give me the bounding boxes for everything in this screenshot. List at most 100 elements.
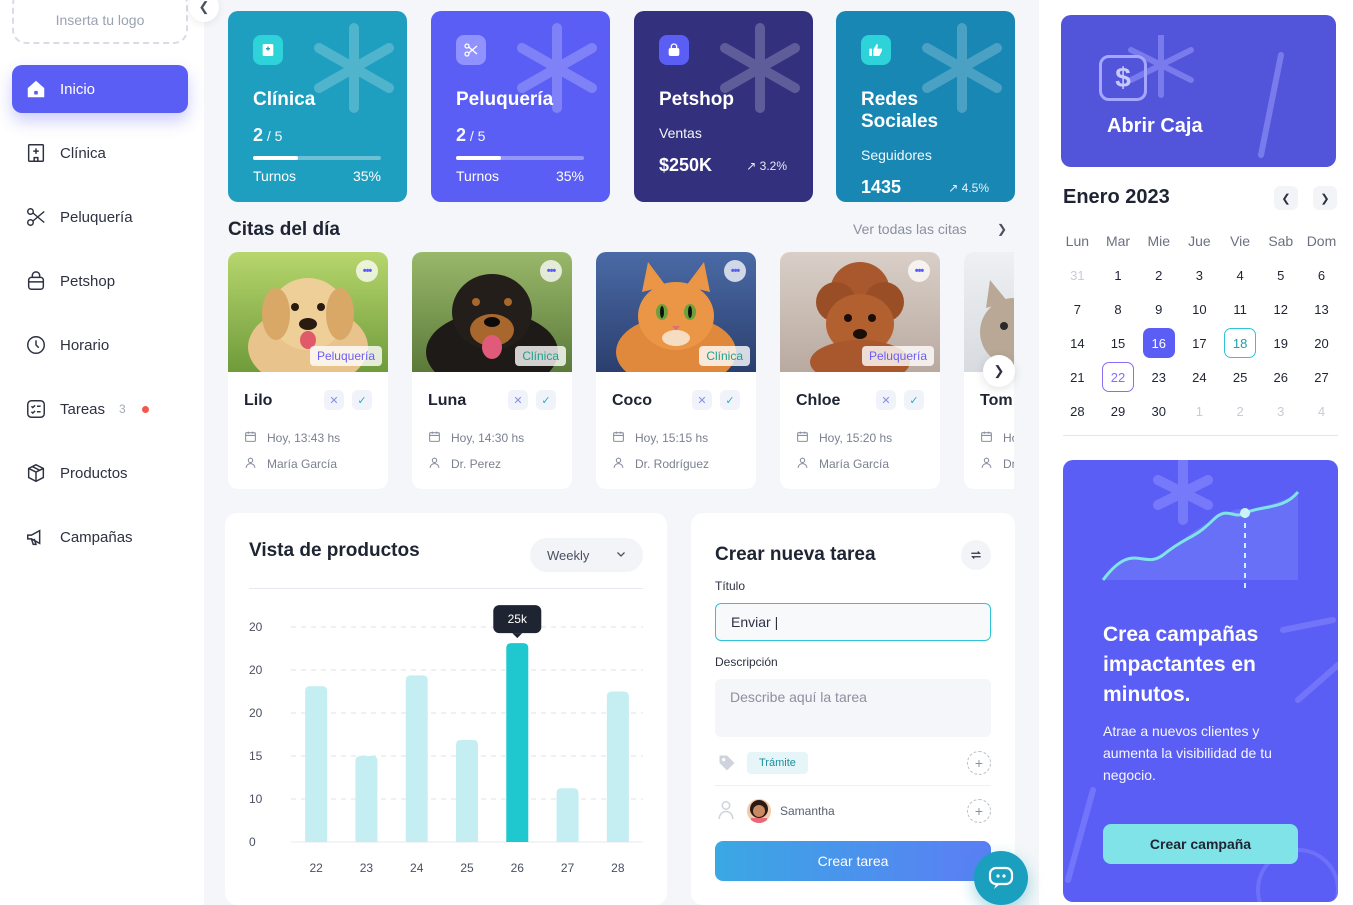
calendar-day[interactable]: 27 bbox=[1301, 362, 1342, 392]
bar[interactable] bbox=[456, 739, 478, 842]
collapse-sidebar-button[interactable]: ❮ bbox=[189, 0, 219, 22]
calendar-day[interactable]: 17 bbox=[1179, 328, 1220, 358]
period-select[interactable]: Weekly bbox=[530, 538, 643, 572]
appointment-card[interactable]: ••• Peluquería Chloe ✕ ✓ Hoy, 15:20 hs Ma… bbox=[780, 252, 940, 489]
calendar-day[interactable]: 8 bbox=[1098, 294, 1139, 324]
sidebar-item-inicio[interactable]: Inicio bbox=[12, 65, 188, 113]
see-all-appointments-link[interactable]: Ver todas las citas bbox=[853, 221, 967, 237]
sidebar-item-petshop[interactable]: Petshop bbox=[12, 257, 188, 305]
see-all-appointments-button[interactable]: ❯ bbox=[990, 217, 1014, 241]
calendar-day[interactable]: 12 bbox=[1260, 294, 1301, 324]
calendar-day[interactable]: 4 bbox=[1301, 396, 1342, 426]
stat-card-petshop[interactable]: Petshop Ventas $250K ↗ 3.2% bbox=[634, 11, 813, 202]
calendar-day[interactable]: 20 bbox=[1301, 328, 1342, 358]
bar[interactable] bbox=[606, 691, 629, 843]
refresh-button[interactable] bbox=[961, 540, 991, 570]
calendar-day[interactable]: 9 bbox=[1138, 294, 1179, 324]
check-icon[interactable]: ✓ bbox=[352, 390, 372, 410]
calendar-day[interactable]: 16 bbox=[1138, 328, 1179, 358]
calendar-day-number: 7 bbox=[1073, 301, 1081, 317]
calendar-day[interactable]: 7 bbox=[1057, 294, 1098, 324]
calendar-day[interactable]: 10 bbox=[1179, 294, 1220, 324]
calendar-day[interactable]: 25 bbox=[1220, 362, 1261, 392]
bar[interactable] bbox=[506, 643, 529, 842]
calendar-day[interactable]: 13 bbox=[1301, 294, 1342, 324]
calendar-day[interactable]: 14 bbox=[1057, 328, 1098, 358]
more-options-button[interactable]: ••• bbox=[540, 260, 562, 282]
user-icon bbox=[244, 456, 257, 472]
appointment-card[interactable]: ••• Clínica Coco ✕ ✓ Hoy, 15:15 hs Dr. Ro… bbox=[596, 252, 756, 489]
calendar-day[interactable]: 2 bbox=[1220, 396, 1261, 426]
cancel-icon[interactable]: ✕ bbox=[692, 390, 712, 410]
stat-subtitle: Seguidores bbox=[861, 147, 932, 163]
bar[interactable] bbox=[556, 788, 579, 842]
cancel-icon[interactable]: ✕ bbox=[324, 390, 344, 410]
calendar-day[interactable]: 15 bbox=[1098, 328, 1139, 358]
open-register-card[interactable]: $ Abrir Caja bbox=[1061, 15, 1336, 167]
calendar-day[interactable]: 3 bbox=[1260, 396, 1301, 426]
calendar-day[interactable]: 26 bbox=[1260, 362, 1301, 392]
calendar-day[interactable]: 1 bbox=[1179, 396, 1220, 426]
calendar-day[interactable]: 2 bbox=[1138, 260, 1179, 290]
bar[interactable] bbox=[355, 756, 378, 842]
x-tick-label: 27 bbox=[561, 861, 575, 875]
more-options-button[interactable]: ••• bbox=[908, 260, 930, 282]
sidebar-item-clinica[interactable]: Clínica bbox=[12, 129, 188, 177]
calendar-day-number: 8 bbox=[1114, 301, 1122, 317]
calendar-next-button[interactable]: ❯ bbox=[1313, 186, 1337, 210]
calendar-day-number: 13 bbox=[1314, 301, 1329, 317]
calendar-day[interactable]: 6 bbox=[1301, 260, 1342, 290]
stat-card-clinica[interactable]: Clínica 2 / 5 Turnos 35% bbox=[228, 11, 407, 202]
logo-placeholder[interactable]: Inserta tu logo bbox=[12, 0, 188, 44]
add-assignee-button[interactable]: + bbox=[967, 799, 991, 823]
calendar-day[interactable]: 5 bbox=[1260, 260, 1301, 290]
sidebar-item-horario[interactable]: Horario bbox=[12, 321, 188, 369]
calendar-day[interactable]: 24 bbox=[1179, 362, 1220, 392]
calendar-day[interactable]: 19 bbox=[1260, 328, 1301, 358]
stat-card-redes-sociales[interactable]: Redes Sociales Seguidores 1435 ↗ 4.5% bbox=[836, 11, 1015, 202]
cancel-icon[interactable]: ✕ bbox=[508, 390, 528, 410]
chat-button[interactable] bbox=[974, 851, 1028, 905]
create-task-button[interactable]: Crear tarea bbox=[715, 841, 991, 881]
more-options-button[interactable]: ••• bbox=[356, 260, 378, 282]
calendar-day[interactable]: 29 bbox=[1098, 396, 1139, 426]
calendar-month: Enero 2023 bbox=[1063, 186, 1170, 208]
sidebar-item-productos[interactable]: Productos bbox=[12, 449, 188, 497]
carousel-next-button[interactable]: ❯ bbox=[983, 355, 1015, 387]
stat-title: Peluquería bbox=[456, 89, 554, 110]
calendar-day[interactable]: 22 bbox=[1098, 362, 1139, 392]
more-options-button[interactable]: ••• bbox=[724, 260, 746, 282]
cancel-icon[interactable]: ✕ bbox=[876, 390, 896, 410]
task-title-input[interactable] bbox=[715, 603, 991, 641]
bag-icon bbox=[24, 269, 48, 293]
sidebar-item-campanas[interactable]: Campañas bbox=[12, 513, 188, 561]
sidebar-item-peluqueria[interactable]: Peluquería bbox=[12, 193, 188, 241]
bar[interactable] bbox=[305, 686, 328, 842]
calendar-day[interactable]: 3 bbox=[1179, 260, 1220, 290]
check-icon[interactable]: ✓ bbox=[720, 390, 740, 410]
calendar-prev-button[interactable]: ❮ bbox=[1274, 186, 1298, 210]
check-icon[interactable]: ✓ bbox=[536, 390, 556, 410]
task-tag-chip[interactable]: Trámite bbox=[747, 752, 808, 774]
create-campaign-button[interactable]: Crear campaña bbox=[1103, 824, 1298, 864]
appointment-card[interactable]: ••• Peluquería Lilo ✕ ✓ Hoy, 13:43 hs Mar… bbox=[228, 252, 388, 489]
bar[interactable] bbox=[405, 675, 428, 842]
calendar-day[interactable]: 30 bbox=[1138, 396, 1179, 426]
calendar-day[interactable]: 23 bbox=[1138, 362, 1179, 392]
calendar-day[interactable]: 11 bbox=[1220, 294, 1261, 324]
calendar-day[interactable]: 4 bbox=[1220, 260, 1261, 290]
trend-up-icon: ↗ 4.5% bbox=[948, 180, 989, 195]
calendar-day-number: 3 bbox=[1195, 267, 1204, 283]
add-tag-button[interactable]: + bbox=[967, 751, 991, 775]
calendar-day[interactable]: 18 bbox=[1220, 328, 1261, 358]
appointment-card[interactable]: ••• Clínica Luna ✕ ✓ Hoy, 14:30 hs Dr. Pe… bbox=[412, 252, 572, 489]
task-description-input[interactable] bbox=[715, 679, 991, 737]
stat-card-peluqueria[interactable]: Peluquería 2 / 5 Turnos 35% bbox=[431, 11, 610, 202]
check-icon[interactable]: ✓ bbox=[904, 390, 924, 410]
sidebar-item-tareas[interactable]: Tareas 3 bbox=[12, 385, 188, 433]
calendar-day[interactable]: 28 bbox=[1057, 396, 1098, 426]
calendar-day[interactable]: 31 bbox=[1057, 260, 1098, 290]
calendar-day[interactable]: 1 bbox=[1098, 260, 1139, 290]
products-title: Vista de productos bbox=[249, 540, 420, 561]
calendar-day[interactable]: 21 bbox=[1057, 362, 1098, 392]
